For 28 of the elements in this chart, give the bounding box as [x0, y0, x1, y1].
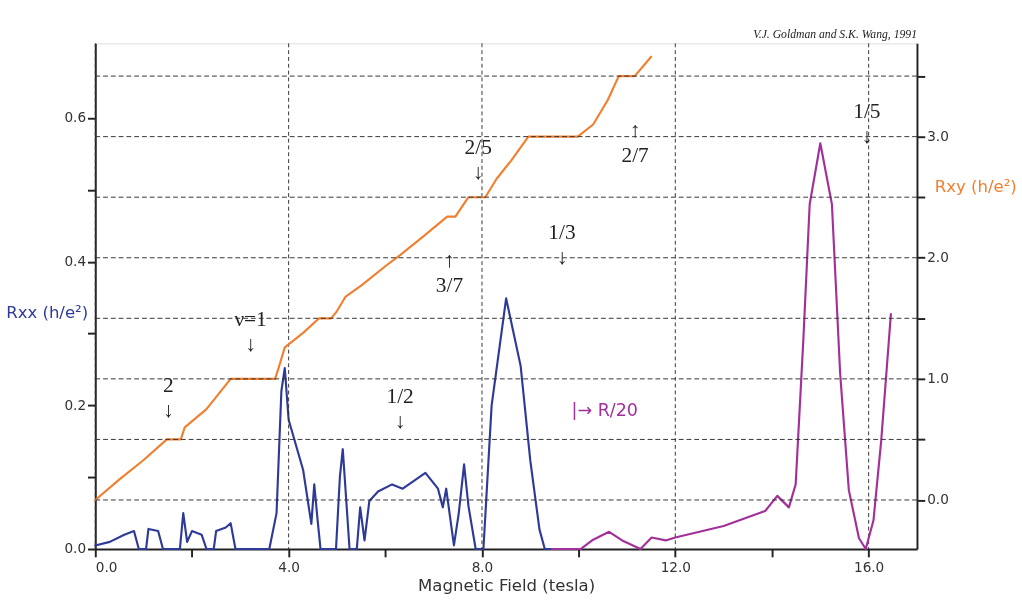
y-tick-label: 0.0 [64, 540, 87, 557]
line-series [94, 297, 554, 551]
annotation: 1/3 ↓ [548, 219, 576, 270]
x-tick-label: 8.0 [471, 558, 494, 575]
x-tick-label: 4.0 [278, 558, 300, 575]
y2-tick-label: 0.0 [927, 491, 949, 508]
y2-tick-label: 2.0 [927, 249, 949, 266]
annotation: 2 ↓ [163, 372, 174, 422]
y-axis-title: Rxx (h/e²) [6, 303, 89, 323]
annotation: ↑ 2/7 [621, 118, 650, 168]
y-tick-label: 0.4 [64, 253, 87, 270]
y2-tick-label: 1.0 [927, 370, 949, 387]
annotation: 2/5 ↓ [464, 134, 492, 185]
line-series [94, 55, 653, 502]
line-series [550, 142, 892, 551]
y2-tick-label: 3.0 [927, 128, 949, 145]
y-tick-label: 0.6 [64, 109, 87, 126]
text: V.J. Goldman and S.K. Wang, 1991 [753, 27, 917, 41]
x-tick-label: 0.0 [95, 558, 118, 575]
annotation: ↑ 3/7 [435, 248, 464, 298]
x-tick-label: 12.0 [660, 558, 691, 575]
annotation: ν=1 ↓ [234, 306, 267, 357]
annotation: |→ R/20 [571, 400, 638, 421]
x-axis-title: Magnetic Field (tesla) [418, 576, 596, 596]
x-tick-label: 16.0 [853, 558, 885, 575]
annotation: 1/2 ↓ [386, 384, 414, 434]
y2-axis-title: Rxy (h/e²) [934, 176, 1017, 196]
y-tick-label: 0.2 [64, 396, 87, 413]
